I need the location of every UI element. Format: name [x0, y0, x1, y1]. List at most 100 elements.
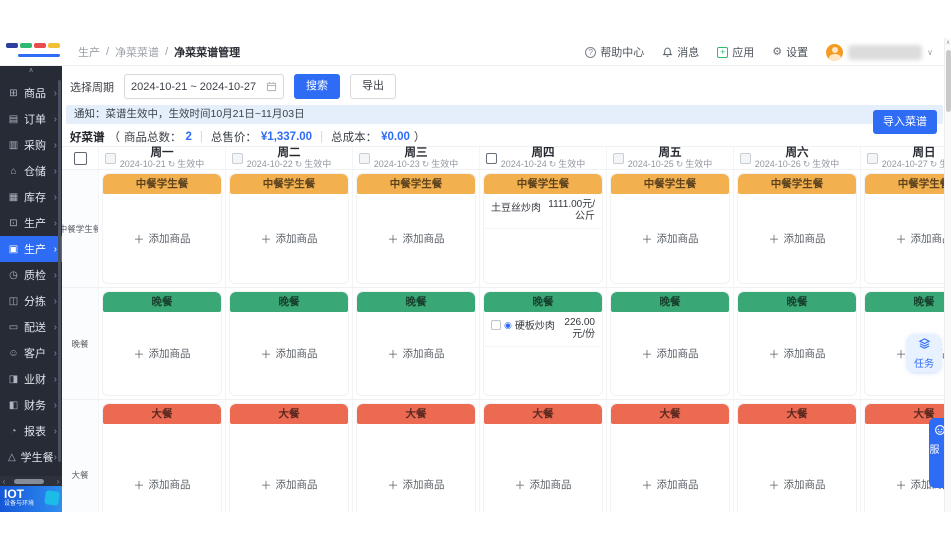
plus-icon: ＋: [768, 233, 780, 246]
scrollbar-thumb[interactable]: [14, 478, 44, 484]
sidebar-item-products[interactable]: ⊞ 商品 ›: [0, 80, 62, 106]
iot-banner[interactable]: IOT 设备与环境: [0, 486, 62, 512]
chevron-right-icon: ›: [53, 425, 57, 437]
add-product-button[interactable]: ＋添加商品: [388, 477, 445, 493]
add-product-button[interactable]: ＋添加商品: [134, 477, 191, 493]
add-product-button[interactable]: ＋添加商品: [261, 346, 318, 362]
plus-icon: ＋: [387, 479, 399, 492]
day-date: 2024-10-25: [627, 159, 674, 169]
paren: ）: [413, 132, 426, 144]
sidebar-item-quality[interactable]: ◷ 质检 ›: [0, 262, 62, 288]
apps-button[interactable]: + 应用: [717, 44, 754, 60]
sidebar-item-reports[interactable]: ◔ 报表 ›: [0, 418, 62, 444]
sidebar-item-label: 配送: [24, 322, 46, 334]
day-checkbox[interactable]: [486, 153, 497, 164]
sidebar-item-production-active[interactable]: ▣ 生产 ›: [0, 236, 62, 262]
day-checkbox[interactable]: [867, 153, 878, 164]
page-scrollbar[interactable]: ∧: [944, 38, 951, 512]
search-button[interactable]: 搜索: [294, 74, 340, 99]
add-product-button[interactable]: ＋添加商品: [896, 231, 951, 247]
sidebar-item-bizfinance[interactable]: ◨ 业财 ›: [0, 366, 62, 392]
scroll-left-icon[interactable]: ‹: [2, 476, 6, 486]
breadcrumb-production[interactable]: 生产: [78, 47, 100, 59]
sidebar-item-warehouse[interactable]: ⌂ 仓储 ›: [0, 158, 62, 184]
iot-subtitle: 设备与环境: [4, 501, 35, 507]
add-product-button[interactable]: ＋添加商品: [769, 231, 826, 247]
menu-cell-wed-bigmeal: 大餐 ＋添加商品: [352, 400, 479, 512]
weekly-menu-table: 周一 2024-10-21 ↻ 生效中 周二 2024-10-22 ↻: [62, 146, 951, 512]
sidebar-horizontal-scrollbar[interactable]: ‹ ›: [0, 476, 62, 486]
day-checkbox[interactable]: [740, 153, 751, 164]
sidebar-item-purchase[interactable]: ▥ 采购 ›: [0, 132, 62, 158]
task-float-button[interactable]: 任务: [907, 334, 941, 372]
day-checkbox[interactable]: [613, 153, 624, 164]
add-product-button[interactable]: ＋添加商品: [515, 477, 572, 493]
sidebar-item-finance[interactable]: ◧ 财务 ›: [0, 392, 62, 418]
sidebar-item-student-meal[interactable]: △ 学生餐 ›: [0, 444, 62, 470]
breadcrumb-clean-recipe[interactable]: 净菜菜谱: [115, 47, 160, 59]
add-product-button[interactable]: ＋添加商品: [769, 346, 826, 362]
add-product-button[interactable]: ＋添加商品: [642, 231, 699, 247]
add-product-label: 添加商品: [656, 233, 699, 245]
status-refresh-icon: ↻: [548, 159, 557, 169]
total-cost-value: ¥0.00: [381, 131, 410, 143]
breadcrumb-current: 净菜菜谱管理: [174, 47, 241, 59]
add-product-button[interactable]: ＋添加商品: [261, 477, 318, 493]
item-price: 226.00元/份: [564, 317, 595, 340]
sidebar-item-delivery[interactable]: ▭ 配送 ›: [0, 314, 62, 340]
user-menu[interactable]: ∨: [826, 43, 933, 61]
menu-item[interactable]: ◉ 硬板炒肉 226.00元/份: [484, 312, 602, 347]
period-label: 选择周期: [70, 81, 114, 94]
sidebar-vertical-scrollbar[interactable]: [58, 80, 61, 462]
customers-icon: ☺: [8, 347, 19, 359]
sidebar-item-orders[interactable]: ▤ 订单 ›: [0, 106, 62, 132]
iot-icon: [44, 490, 60, 506]
item-checkbox[interactable]: [491, 319, 501, 330]
sidebar-item-sorting[interactable]: ◫ 分拣 ›: [0, 288, 62, 314]
sidebar-scroll-up-icon[interactable]: ∧: [28, 67, 34, 74]
add-product-label: 添加商品: [402, 479, 445, 491]
add-product-button[interactable]: ＋添加商品: [642, 346, 699, 362]
main-content: 选择周期 2024-10-21 ~ 2024-10-27 搜索 导出 通知：菜谱…: [62, 66, 951, 512]
add-product-button[interactable]: ＋添加商品: [134, 231, 191, 247]
meal-chip: 晚餐: [484, 292, 602, 312]
sidebar-item-inventory[interactable]: ▦ 库存 ›: [0, 184, 62, 210]
scroll-right-icon[interactable]: ›: [56, 476, 60, 486]
menu-item[interactable]: 土豆丝炒肉 1111.00元/公斤: [484, 194, 602, 229]
chevron-right-icon: ›: [53, 347, 57, 359]
chevron-right-icon: ›: [53, 243, 57, 255]
day-checkbox[interactable]: [359, 153, 370, 164]
avatar: [826, 43, 844, 61]
sidebar-item-customers[interactable]: ☺ 客户 ›: [0, 340, 62, 366]
menu-cell-sat-lunch: 中餐学生餐 ＋添加商品: [733, 170, 860, 287]
scrollbar-thumb[interactable]: [946, 50, 951, 112]
sidebar-item-label: 生产: [24, 218, 46, 230]
help-icon: ?: [585, 46, 597, 58]
day-checkbox[interactable]: [232, 153, 243, 164]
add-product-button[interactable]: ＋添加商品: [769, 477, 826, 493]
meal-chip: 大餐: [230, 404, 348, 424]
select-all-checkbox[interactable]: [73, 151, 87, 165]
add-product-button[interactable]: ＋添加商品: [261, 231, 318, 247]
status-refresh-icon: ↻: [675, 159, 684, 169]
add-product-button[interactable]: ＋添加商品: [642, 477, 699, 493]
import-recipe-button[interactable]: 导入菜谱: [873, 110, 937, 134]
day-name: 周六: [785, 147, 809, 159]
settings-button[interactable]: ⚙ 设置: [772, 44, 808, 60]
export-button[interactable]: 导出: [350, 74, 396, 99]
chevron-right-icon: ›: [53, 451, 57, 463]
item-name: 土豆丝炒肉: [491, 203, 541, 214]
meal-chip: 中餐学生餐: [103, 174, 221, 194]
add-product-button[interactable]: ＋添加商品: [388, 231, 445, 247]
messages-button[interactable]: 消息: [662, 44, 699, 60]
add-product-button[interactable]: ＋添加商品: [134, 346, 191, 362]
meal-row-bigmeal: 大餐 大餐 ＋添加商品 大餐 ＋添加商品 大餐 ＋添加商品: [62, 400, 951, 512]
scroll-up-icon[interactable]: ∧: [945, 40, 951, 46]
help-center-button[interactable]: ? 帮助中心: [585, 44, 644, 60]
date-range-input[interactable]: 2024-10-21 ~ 2024-10-27: [124, 74, 284, 99]
sidebar-item-label: 客户: [24, 348, 46, 360]
day-checkbox[interactable]: [105, 153, 116, 164]
sidebar-item-production-1[interactable]: ⊡ 生产 ›: [0, 210, 62, 236]
add-product-button[interactable]: ＋添加商品: [388, 346, 445, 362]
top-bar: 生产 / 净菜菜谱 / 净菜菜谱管理 ? 帮助中心 消息 +: [0, 38, 951, 66]
